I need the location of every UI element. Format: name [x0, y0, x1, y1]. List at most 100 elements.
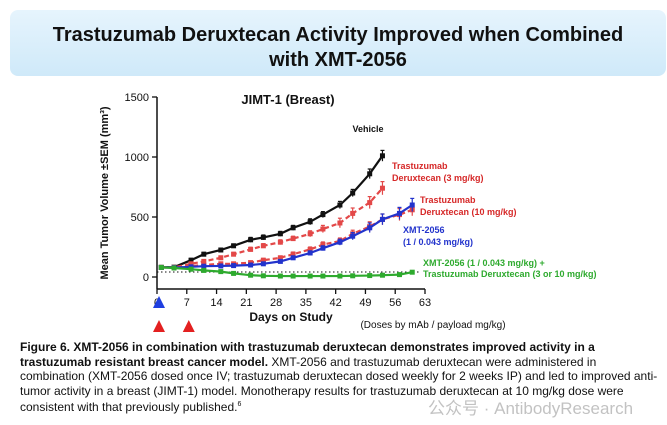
data-point	[290, 255, 296, 261]
data-point	[188, 257, 194, 263]
data-point	[260, 257, 266, 263]
data-point	[218, 263, 224, 269]
x-axis-label: Days on Study	[249, 310, 333, 324]
data-point	[248, 272, 254, 278]
x-tick-label: 63	[419, 297, 431, 309]
data-point	[277, 255, 283, 261]
data-point	[350, 190, 356, 196]
y-ticks: 0 500 1000 1500	[125, 92, 157, 284]
series-line	[161, 266, 413, 278]
watermark: 公众号 · AntibodyResearch	[428, 399, 634, 418]
data-point	[201, 251, 207, 257]
data-point	[350, 233, 356, 239]
y-axis-label: Mean Tumor Volume ±SEM (mm³)	[99, 106, 111, 279]
data-point	[337, 202, 343, 208]
data-point	[231, 263, 237, 269]
data-point	[320, 212, 326, 218]
series-line	[161, 155, 384, 269]
data-point	[307, 273, 313, 279]
series-4	[158, 264, 415, 279]
data-point	[337, 239, 343, 245]
x-tick-label: 21	[240, 297, 252, 309]
title-banner: Trastuzumab Deruxtecan Activity Improved…	[10, 10, 666, 76]
annotation-xmt-line1: XMT-2056	[403, 225, 445, 235]
chart-series	[158, 149, 415, 279]
data-point	[307, 246, 313, 252]
x-tick-label: 28	[270, 297, 282, 309]
data-point	[337, 273, 343, 279]
data-point	[231, 243, 237, 249]
data-point	[320, 226, 326, 232]
chart-axes	[156, 97, 425, 290]
data-point	[367, 273, 373, 279]
annotation-tdxd10-line1: Trastuzumab	[420, 195, 476, 205]
data-point	[367, 225, 373, 231]
data-point	[290, 273, 296, 279]
data-point	[171, 265, 177, 271]
data-point	[307, 250, 313, 256]
data-point	[409, 202, 415, 208]
data-point	[337, 220, 343, 226]
data-point	[379, 153, 385, 159]
dosing-markers	[153, 296, 195, 332]
data-point	[218, 255, 224, 261]
data-point	[248, 262, 254, 268]
x-tick-label: 49	[359, 297, 371, 309]
dose-note: (Doses by mAb / payload mg/kg)	[360, 320, 505, 331]
data-point	[307, 219, 313, 225]
data-point	[218, 247, 224, 253]
annotation-vehicle: Vehicle	[352, 124, 383, 134]
data-point	[396, 272, 402, 278]
tumor-volume-chart: JIMT-1 (Breast) 0 500 1000 1500 0 7 14 21 28 35 4…	[99, 92, 597, 332]
data-point	[277, 273, 283, 279]
data-point	[396, 210, 402, 216]
data-point	[379, 185, 385, 191]
data-point	[409, 269, 415, 275]
data-point	[248, 237, 254, 243]
data-point	[307, 231, 313, 237]
y-tick-label: 500	[131, 212, 149, 224]
annotation-combo-line2: Trastuzumab Deruxtecan (3 or 10 mg/kg)	[423, 269, 597, 279]
data-point	[260, 243, 266, 249]
data-point	[158, 264, 164, 270]
caption-text: XMT-2056 and trastuzumab deruxtecan were…	[20, 354, 658, 415]
data-point	[290, 251, 296, 257]
y-tick-label: 0	[143, 272, 149, 284]
series-line	[161, 204, 413, 269]
data-point	[277, 231, 283, 237]
data-point	[231, 251, 237, 257]
x-tick-label: 42	[330, 297, 342, 309]
annotation-xmt-line2: (1 / 0.043 mg/kg)	[403, 237, 473, 247]
x-tick-label: 35	[300, 297, 312, 309]
annotation-tdxd3-line1: Trastuzumab	[392, 161, 448, 171]
data-point	[260, 234, 266, 240]
annotation-combo-line1: XMT-2056 (1 / 0.043 mg/kg) +	[423, 258, 545, 268]
data-point	[277, 239, 283, 245]
data-point	[201, 258, 207, 264]
data-point	[231, 270, 237, 276]
title-line-1: Trastuzumab Deruxtecan Activity Improved…	[52, 24, 624, 46]
page-title: Trastuzumab Deruxtecan Activity Improved…	[10, 23, 666, 73]
data-point	[188, 266, 194, 272]
y-tick-label: 1000	[125, 152, 149, 164]
data-point	[218, 269, 224, 275]
series-line	[161, 187, 384, 269]
series-1	[158, 180, 385, 270]
caption-ref: 6	[237, 401, 242, 408]
data-point	[320, 242, 326, 248]
title-line-2: with XMT-2056	[269, 49, 407, 71]
annotation-tdxd10-line2: Deruxtecan (10 mg/kg)	[420, 207, 517, 217]
data-point	[379, 216, 385, 222]
data-point	[379, 272, 385, 278]
data-point	[290, 225, 296, 231]
data-point	[201, 263, 207, 269]
data-point	[367, 200, 373, 206]
dosing-triangle-xmt	[153, 296, 165, 308]
x-tick-label: 7	[184, 297, 190, 309]
y-tick-label: 1500	[125, 92, 149, 104]
series-0	[158, 149, 385, 270]
x-tick-label: 56	[389, 297, 401, 309]
annotation-tdxd3-line2: Deruxtecan (3 mg/kg)	[392, 173, 484, 183]
caption-bold: Figure 6. XMT-2056 in combination with t…	[20, 340, 595, 369]
